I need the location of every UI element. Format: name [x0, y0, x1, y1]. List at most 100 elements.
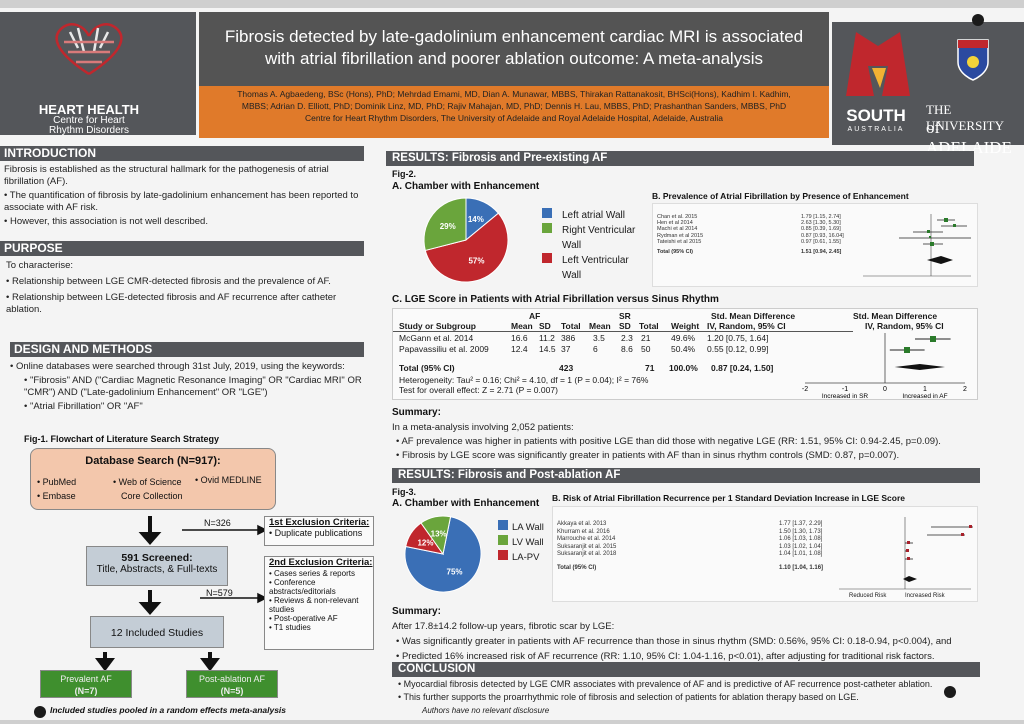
- conclusion-text: Myocardial fibrosis detected by LGE CMR …: [398, 679, 978, 718]
- intro-heading: INTRODUCTION: [0, 146, 364, 161]
- results-1-heading: RESULTS: Fibrosis and Pre-existing AF: [386, 151, 974, 166]
- fig2c-cell: 50.4%: [671, 344, 696, 354]
- heart-health-logo-icon: [55, 23, 123, 76]
- org-name: HEART HEALTH: [38, 102, 140, 117]
- summary-1-heading: Summary:: [392, 407, 441, 418]
- fig3b-title: B. Risk of Atrial Fibrillation Recurrenc…: [552, 493, 906, 503]
- database-search-box: Database Search (N=917): PubMedEmbase We…: [30, 448, 276, 510]
- slice-la-pv-label: 75%: [447, 567, 463, 576]
- fig2c-cell: 37: [561, 344, 571, 354]
- summary-1-text: In a meta-analysis involving 2,052 patie…: [392, 422, 978, 464]
- fig3b-forest-plot: Akkaya et al. 2013 Khurram et al. 2016 Mar…: [552, 506, 978, 602]
- results-2-heading: RESULTS: Fibrosis and Post-ablation AF: [392, 468, 980, 483]
- legend-lv-wall: LV Wall: [498, 535, 544, 550]
- fig2b-studies: Chan et al. 2015 Hen et al 2014 Machi et a…: [657, 214, 704, 256]
- fig2c-cell: 50: [641, 344, 651, 354]
- unisa-country: AUSTRALIA: [847, 126, 905, 133]
- authors-line-2: MBBS; Adrian D. Elliott, PhD; Dominik Li…: [241, 101, 787, 111]
- fig2b-ratios: 1.79 [1.15, 2.74] 2.63 [1.30, 5.30] 0.85 […: [801, 214, 844, 256]
- authors-line-1: Thomas A. Agbaedeng, BSc (Hons), PhD; Me…: [237, 89, 791, 99]
- summary-2-heading: Summary:: [392, 606, 441, 617]
- unisa-logo-icon: [846, 32, 910, 96]
- included-studies-box: 12 Included Studies: [90, 616, 224, 648]
- favours-af-label: Increased in AF: [902, 393, 947, 399]
- purpose-heading: PURPOSE: [0, 241, 364, 256]
- fig2b-forest-plot: Chan et al. 2015 Hen et al 2014 Machi et a…: [652, 203, 978, 287]
- fig2c-cell: Papavassiliu et al. 2009: [399, 344, 489, 354]
- legend-la-pv: LA-PV: [498, 550, 544, 565]
- heart-health-logo-panel: HEART HEALTH Centre for Heart Rhythm Diso…: [0, 12, 196, 136]
- affiliation: Centre for Heart Rhythm Disorders, The U…: [305, 113, 723, 123]
- flowchart-footnote: Included studies pooled in a random effe…: [50, 705, 287, 715]
- pin: [34, 706, 46, 718]
- unisa-name: SOUTH: [846, 106, 906, 125]
- slice-left-atrial-label: 14%: [468, 215, 484, 224]
- fig2c-cell: 12.4: [511, 344, 528, 354]
- fig3a-title: A. Chamber with Enhancement: [392, 498, 540, 509]
- fig2c-cell: 3.5: [593, 333, 605, 343]
- exclusion-2-box: 2nd Exclusion Criteria: Cases series & r…: [264, 556, 374, 650]
- fig2c-forest-marks: -2 -1 0 1 2 Increased in SR Increased in AF: [802, 333, 967, 399]
- fig3a-legend: LA Wall LV Wall LA-PV: [498, 520, 544, 565]
- tick-label: 0: [883, 386, 887, 393]
- fig2b-forest-marks: [863, 214, 971, 277]
- exclusion-1-box: 1st Exclusion Criteria: Duplicate public…: [264, 516, 374, 546]
- legend-la-wall: LA Wall: [498, 520, 544, 535]
- tick-label: 1: [923, 386, 927, 393]
- prevalent-af-box: Prevalent AF (N=7): [40, 670, 132, 698]
- fig2c-cell: 8.6: [621, 344, 633, 354]
- favours-sr-label: Increased in SR: [822, 393, 869, 399]
- fig2c-cell: 16.6: [511, 333, 528, 343]
- poster-title: Fibrosis detected by late-gadolinium enh…: [199, 12, 829, 88]
- pin: [944, 686, 956, 698]
- legend-right-ventricular: Right Ventricular Wall: [542, 223, 654, 253]
- post-ablation-af-box: Post-ablation AF (N=5): [186, 670, 278, 698]
- intro-text: Fibrosis is established as the structura…: [4, 164, 360, 230]
- authors-panel: Thomas A. Agbaedeng, BSc (Hons), PhD; Me…: [199, 86, 829, 138]
- slice-right-ventricular: [423, 197, 467, 252]
- tick-label: -1: [842, 386, 848, 393]
- tick-label: 2: [963, 386, 967, 393]
- adelaide-line-1: THE UNIVERSITY: [926, 102, 1004, 133]
- fig2c-cell: 2.3: [621, 333, 633, 343]
- legend-left-ventricular: Left Ventricular Wall: [542, 253, 642, 283]
- fig1-caption: Fig-1. Flowchart of Literature Search St…: [24, 434, 220, 444]
- fig2c-forest-table: AF SR Std. Mean Difference Std. Mean Dif…: [392, 308, 978, 400]
- slice-lv-wall-label: 12%: [417, 539, 433, 548]
- fig2c-cell: 6: [593, 344, 598, 354]
- purpose-text: To characterise: Relationship between LG…: [6, 260, 362, 318]
- summary-2-text: After 17.8±14.2 follow-up years, fibroti…: [392, 620, 978, 665]
- fig2c-cell: 14.5: [539, 344, 556, 354]
- fig2c-cell: 49.6%: [671, 333, 696, 343]
- slice-left-ventricular-label: 57%: [468, 257, 484, 266]
- fig2c-overall-test: Test for overall effect: Z = 2.71 (P = 0…: [399, 385, 558, 395]
- fig2a-legend: Left atrial Wall Right Ventricular Wall …: [542, 208, 654, 283]
- flowchart-arrows: [95, 516, 268, 672]
- exclusion-1-count: N=326: [204, 518, 231, 528]
- fig2c-cell: McGann et al. 2014: [399, 333, 474, 343]
- screened-box: 591 Screened: Title, Abstracts, & Full-t…: [86, 546, 228, 586]
- fig2-caption: Fig-2.: [392, 169, 416, 179]
- methods-text: Online databases were searched through 3…: [10, 361, 362, 415]
- university-logos: SOUTH AUSTRALIA THE UNIVERSITY of ADELAI…: [832, 22, 1024, 157]
- fig2c-cell: 21: [641, 333, 651, 343]
- fig2b-title: B. Prevalence of Atrial Fibrillation by …: [652, 191, 909, 201]
- conclusion-heading: CONCLUSION: [392, 662, 980, 677]
- fig3a-pie-chart: 75% 12%13%: [404, 515, 482, 593]
- fig3b-studies: Akkaya et al. 2013 Khurram et al. 2016 Mar…: [557, 521, 617, 571]
- point-estimate: [930, 336, 936, 342]
- tick-label: -2: [802, 386, 808, 393]
- fig3b-ratios: 1.77 [1.37, 2.29] 1.50 [1.30, 1.73] 1.06 […: [779, 521, 824, 571]
- fig2c-heterogeneity: Heterogeneity: Tau² = 0.16; Chi² = 4.10,…: [399, 375, 649, 385]
- org-sub: Centre for Heart Rhythm Disorders: [48, 115, 130, 136]
- slice-la-wall-label: 13%: [431, 530, 447, 539]
- adelaide-crest-icon: [957, 39, 989, 81]
- fig2a-pie-chart: 14% 57% 29%: [423, 197, 509, 283]
- fig2c-title: C. LGE Score in Patients with Atrial Fib…: [392, 294, 719, 305]
- slice-la-wall: [420, 515, 452, 556]
- slice-left-ventricular: [424, 212, 509, 283]
- methods-heading: DESIGN AND METHODS: [10, 342, 364, 357]
- fig2c-cell: 11.2: [539, 333, 555, 343]
- exclusion-2-count: N=579: [206, 588, 233, 598]
- fig2c-cell: 386: [561, 333, 576, 343]
